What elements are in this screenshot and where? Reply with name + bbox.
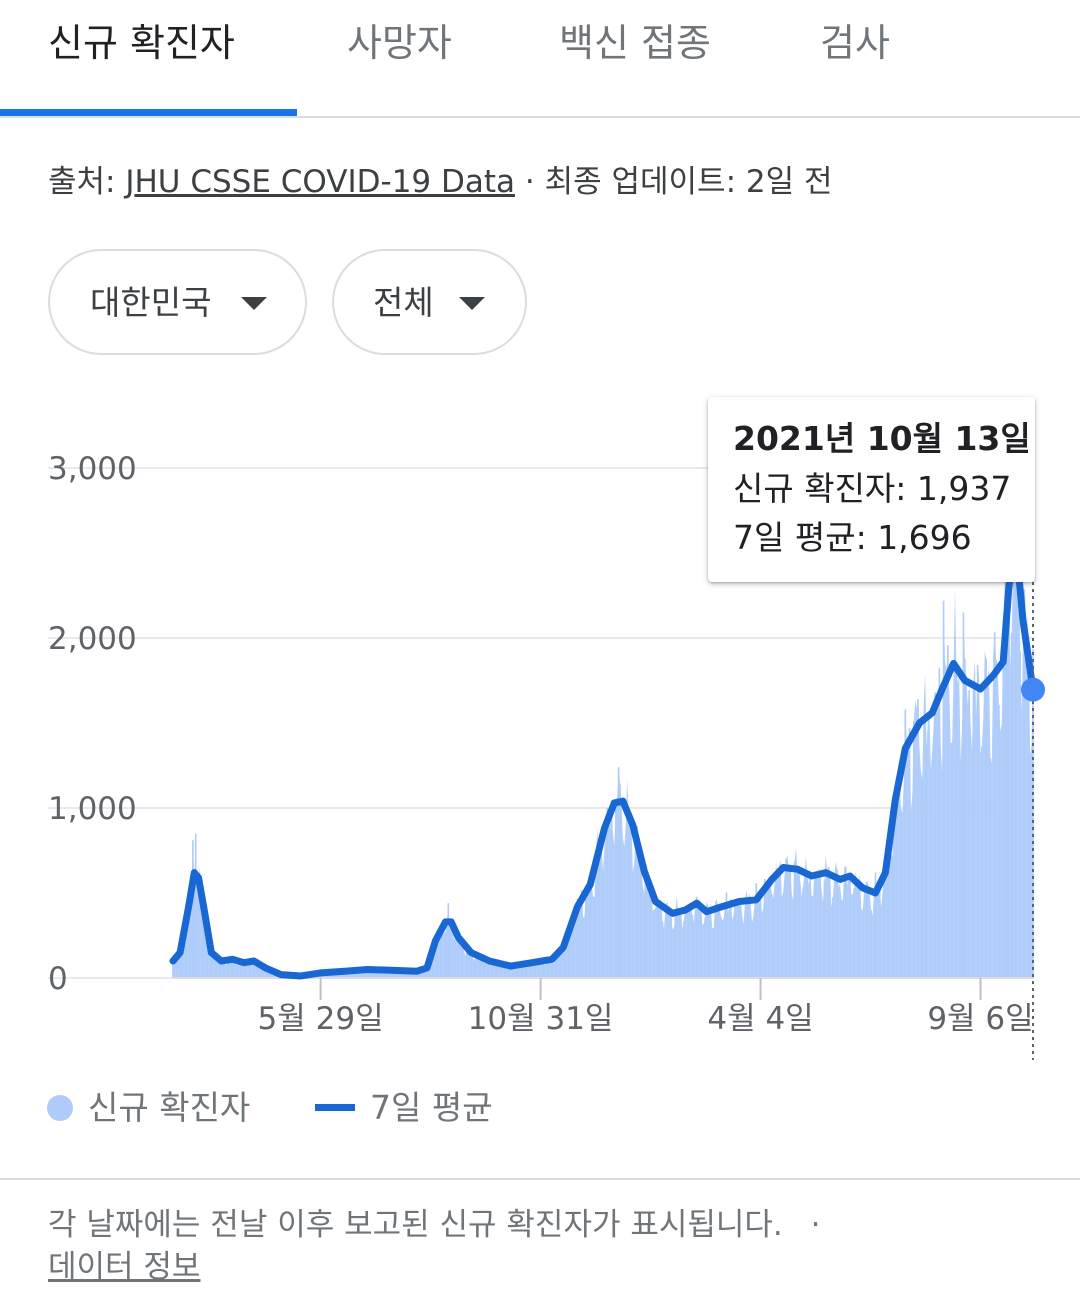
hover-point	[1021, 677, 1045, 702]
source-line: 출처: JHU CSSE COVID-19 Data · 최종 업데이트: 2일…	[48, 160, 832, 204]
tab-bar: 신규 확진자 사망자 백신 접종 검사	[0, 0, 1080, 118]
tooltip-new-label: 신규 확진자:	[733, 469, 907, 508]
region-dropdown[interactable]: 대한민국	[48, 249, 307, 355]
footnote-separator: ·	[810, 1207, 821, 1243]
chevron-down-icon	[459, 297, 485, 310]
cases-chart[interactable]: 0 1,000 2,000 3,000 5월 29일 10월 31일 4월 4일 9월 6일	[0, 380, 1080, 1070]
footnote-text: 각 날짜에는 전날 이후 보고된 신규 확진자가 표시됩니다.	[48, 1207, 783, 1243]
source-separator: ·	[524, 164, 535, 200]
y-tick-label: 2,000	[48, 621, 137, 657]
tab-testing[interactable]: 검사	[820, 21, 890, 65]
y-tick-label: 1,000	[48, 791, 137, 827]
tab-vaccinations[interactable]: 백신 접종	[559, 21, 711, 65]
chevron-down-icon	[241, 297, 267, 310]
source-prefix: 출처:	[48, 164, 116, 200]
x-tick-label: 9월 6일	[927, 1001, 1033, 1037]
legend-line-swatch	[315, 1104, 355, 1111]
active-tab-indicator	[0, 109, 297, 116]
last-update: 최종 업데이트: 2일 전	[544, 164, 833, 200]
y-tick-label: 0	[48, 961, 68, 997]
daily-cases-area	[173, 422, 1033, 979]
y-tick-label: 3,000	[48, 451, 137, 487]
tab-new-cases[interactable]: 신규 확진자	[48, 21, 235, 65]
tooltip-7day-average: 7일 평균: 1,696	[733, 515, 972, 561]
footnote: 각 날짜에는 전날 이후 보고된 신규 확진자가 표시됩니다. · 데이터 정보	[48, 1204, 1048, 1288]
source-link[interactable]: JHU CSSE COVID-19 Data	[125, 164, 516, 200]
x-tick-label: 10월 31일	[468, 1001, 614, 1037]
tab-deaths[interactable]: 사망자	[347, 21, 452, 65]
tooltip-avg-value: 1,696	[877, 518, 972, 557]
x-tick-label: 4월 4일	[707, 1001, 813, 1037]
scope-dropdown[interactable]: 전체	[332, 249, 527, 355]
tooltip-date: 2021년 10월 13일	[733, 419, 1031, 458]
legend-bars-swatch	[47, 1095, 73, 1121]
divider	[0, 1178, 1080, 1180]
region-dropdown-label: 대한민국	[90, 283, 212, 322]
legend-bars-label: 신규 확진자	[88, 1088, 251, 1127]
seven-day-average-line	[169, 541, 1037, 980]
scope-dropdown-label: 전체	[373, 283, 434, 322]
tooltip-new-cases: 신규 확진자: 1,937	[733, 466, 1011, 512]
data-info-link[interactable]: 데이터 정보	[48, 1249, 201, 1285]
x-tick-label: 5월 29일	[258, 1001, 384, 1037]
legend-line-label: 7일 평균	[370, 1088, 493, 1127]
chart-tooltip: 2021년 10월 13일 신규 확진자: 1,937 7일 평균: 1,696	[708, 397, 1035, 582]
tooltip-new-value: 1,937	[916, 469, 1012, 508]
tooltip-avg-label: 7일 평균:	[733, 518, 867, 557]
